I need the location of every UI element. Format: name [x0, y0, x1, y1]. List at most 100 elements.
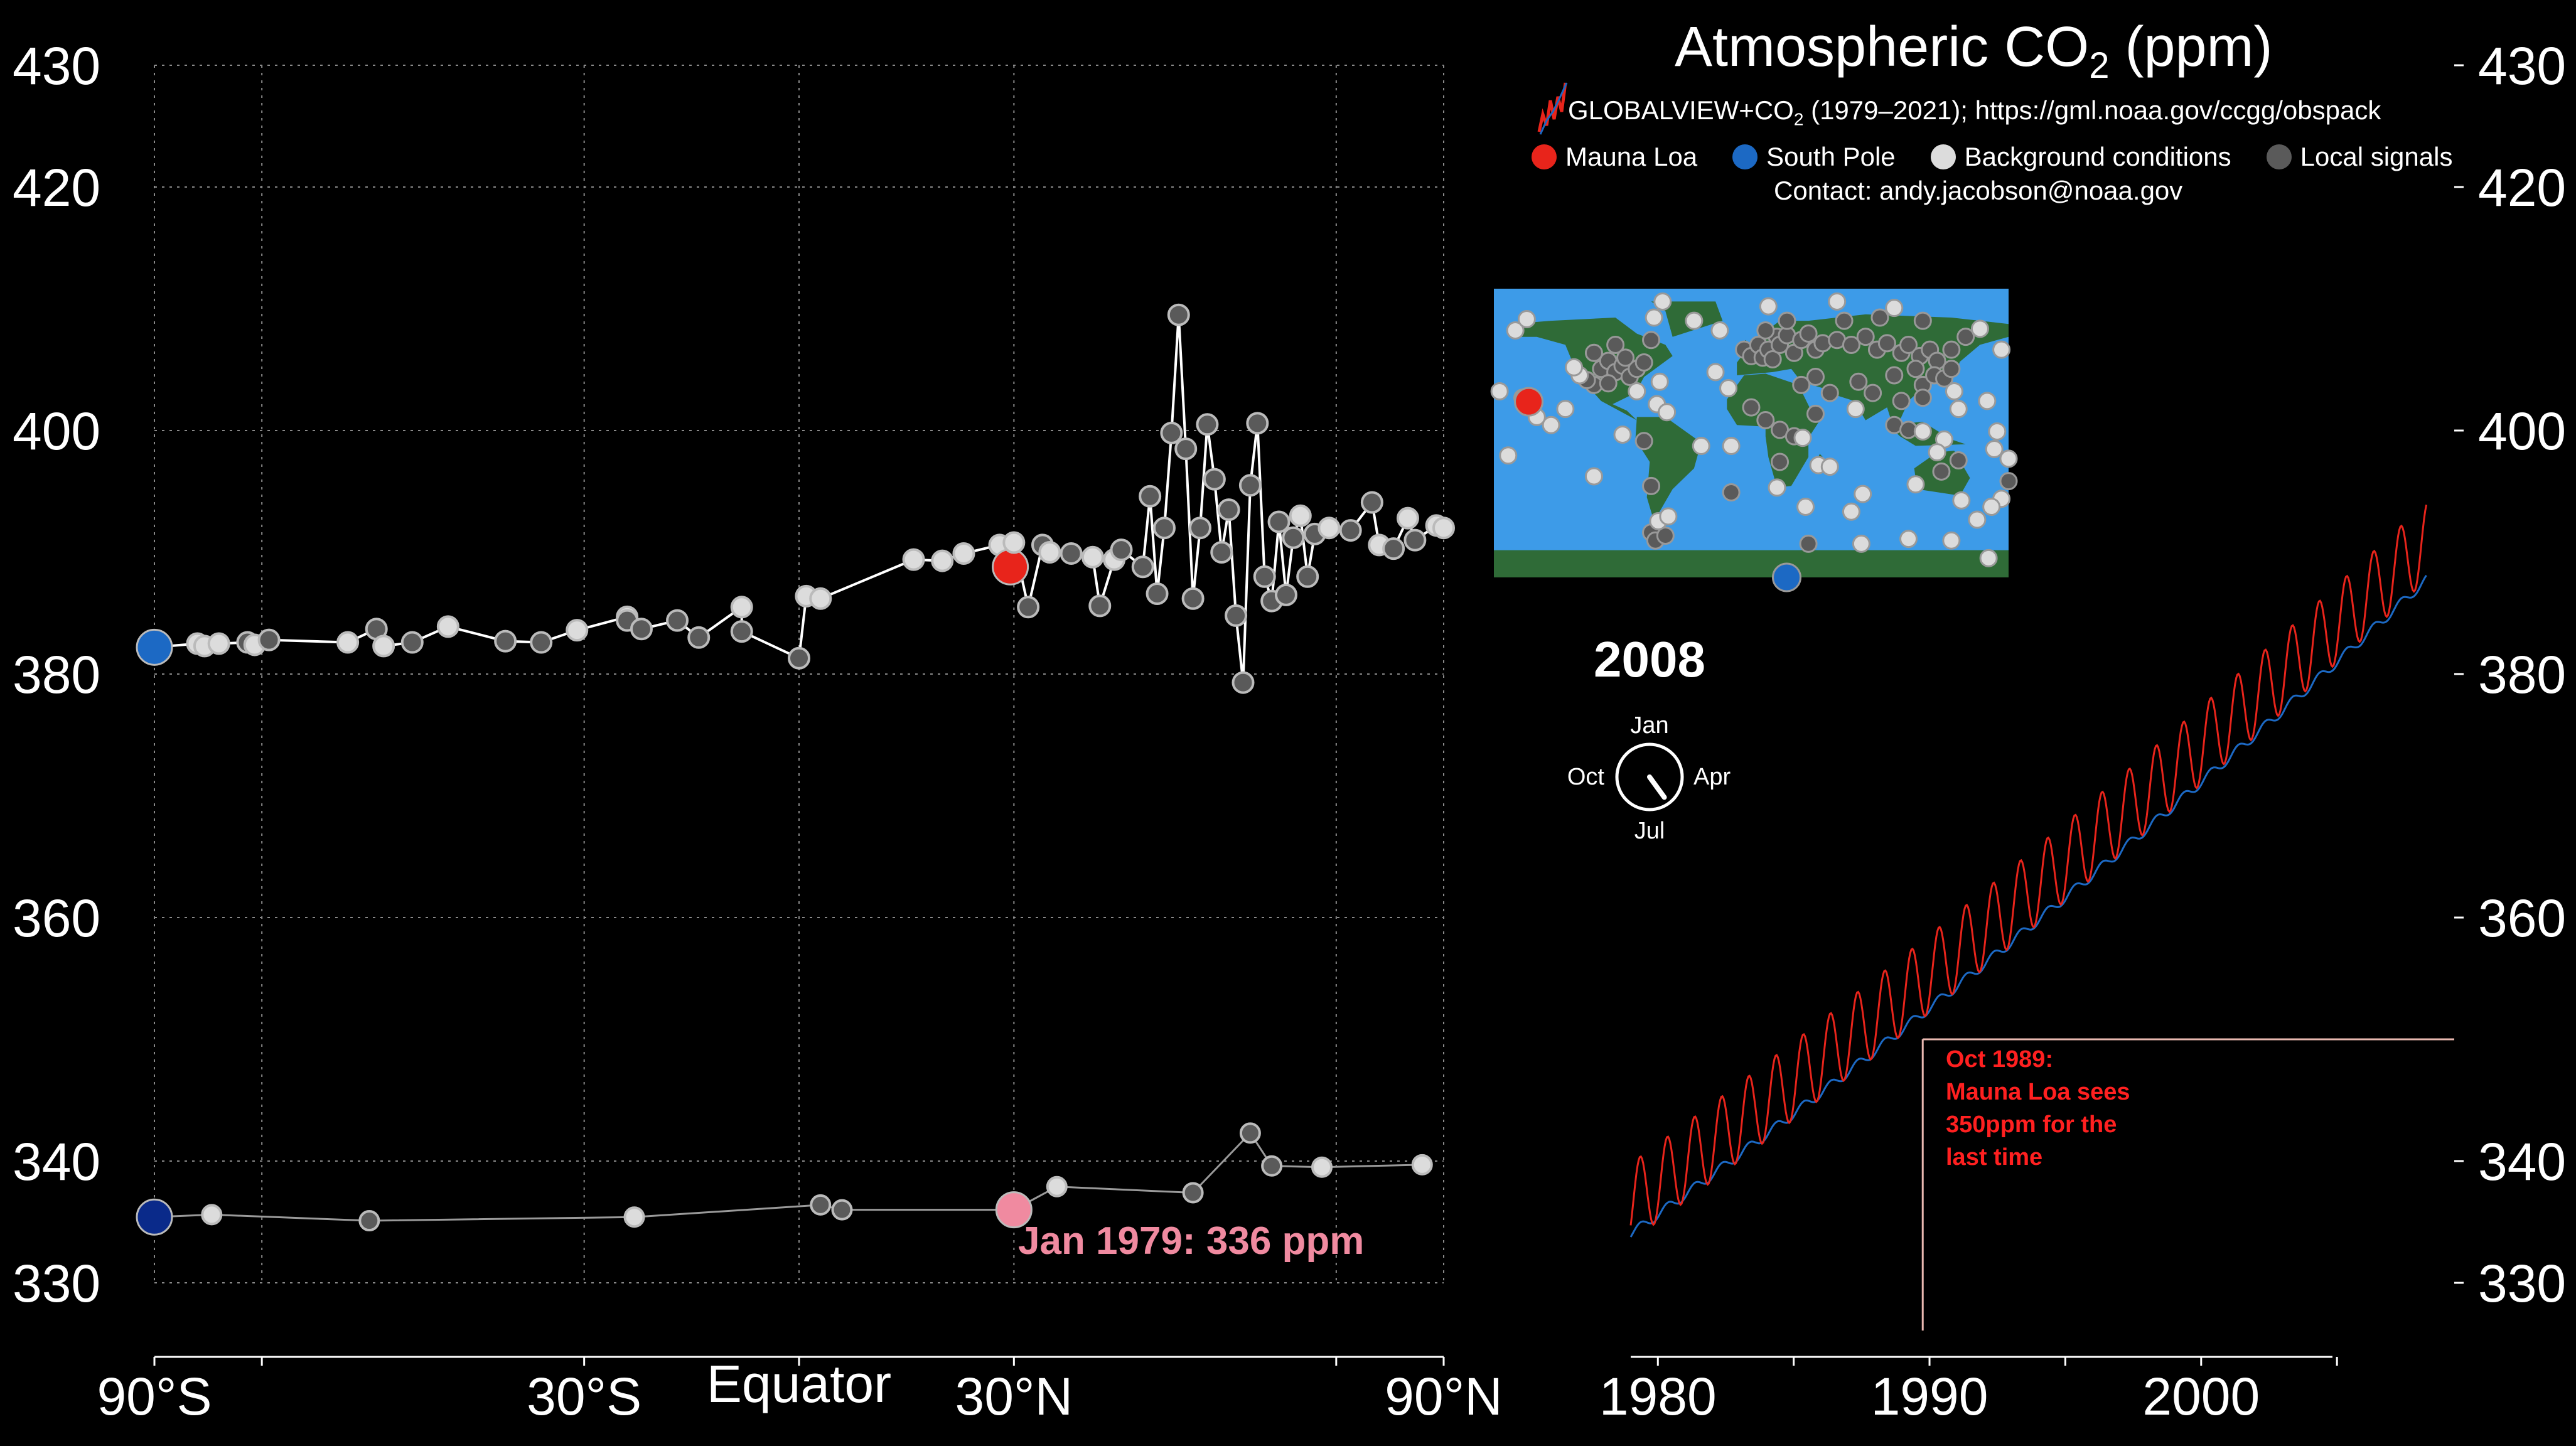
x-tick-label: 1980 [1599, 1367, 1717, 1426]
map-station-dot [1565, 358, 1584, 377]
data-point [809, 587, 832, 610]
annotation-text: Oct 1989: Mauna Loa sees 350ppm for the … [1946, 1046, 2137, 1170]
data-point [1403, 528, 1427, 552]
data-point [1246, 412, 1269, 435]
data-point [1196, 413, 1219, 436]
map-station-dot [1864, 383, 1882, 402]
data-point [1060, 542, 1083, 565]
data-point [952, 542, 975, 565]
map-station-dot [1793, 429, 1812, 447]
data-point [358, 1210, 380, 1232]
map-station-dot [1616, 348, 1635, 367]
y-tick-label: 430 [13, 36, 100, 95]
map-station-dot [1490, 382, 1509, 401]
data-point [1318, 517, 1341, 540]
data-point [1182, 1182, 1204, 1204]
data-credit: GLOBALVIEW+CO2 (1979–2021); https://gml.… [1568, 95, 2381, 129]
map-station-dot [1642, 476, 1661, 495]
data-point [666, 609, 689, 632]
map-station-dot [1988, 422, 2007, 441]
data-point [1274, 583, 1297, 606]
map-station-dot [1942, 360, 1961, 378]
title-subscript: 2 [2089, 45, 2110, 86]
map-station-dot [1506, 321, 1525, 340]
data-point [207, 632, 230, 655]
x-tick-label: 90°N [1385, 1367, 1503, 1426]
legend-item-mauna-loa: Mauna Loa [1532, 142, 1697, 172]
map-station-dot [1692, 436, 1710, 455]
y-tick-label: 360 [13, 889, 100, 948]
x-tick-label: 1990 [1871, 1367, 1988, 1426]
map-station-dot [1514, 387, 1544, 417]
annotation-marker [1921, 1038, 2454, 1331]
local-dot-icon [2266, 144, 2292, 169]
month-dial-hand [1647, 774, 1667, 800]
data-point [1411, 1154, 1433, 1176]
map-station-dot [1899, 530, 1918, 549]
data-point [1081, 545, 1104, 569]
data-point [687, 626, 711, 649]
data-point [1296, 565, 1319, 588]
map-station-dot [1913, 388, 1932, 407]
data-point [1152, 517, 1176, 540]
map-station-dot [1892, 392, 1911, 410]
map-station-dot [1978, 392, 1997, 410]
map-station-dot [1517, 310, 1536, 329]
legend-item-south-pole: South Pole [1732, 142, 1896, 172]
data-point [1046, 1176, 1068, 1197]
map-station-dot [1846, 400, 1865, 419]
map-station-dot [1885, 366, 1904, 385]
data-point [1261, 1155, 1283, 1177]
data-point [1038, 541, 1061, 564]
data-point [1311, 1156, 1333, 1178]
map-station-dot [1719, 378, 1738, 397]
x-tick-label: 2000 [2142, 1367, 2260, 1426]
legend-label: Background conditions [1964, 142, 2231, 171]
map-station-dot [1885, 299, 1904, 318]
map-station-dot [1792, 375, 1811, 394]
map-station-dot [1854, 485, 1872, 503]
data-point [1382, 537, 1405, 560]
map-station-dot [1877, 334, 1896, 353]
map-station-dot [1913, 311, 1932, 330]
map-station-dot [1599, 374, 1618, 393]
data-point [1238, 474, 1262, 497]
map-station-dot [1906, 360, 1925, 378]
map-station-dot [1768, 478, 1786, 497]
y-tick-label: 400 [2478, 402, 2566, 461]
data-point [136, 1198, 173, 1236]
map-station-dot [1642, 331, 1661, 350]
continent-shape [1511, 318, 1673, 420]
map-station-dot [1906, 475, 1925, 494]
data-point [623, 1206, 645, 1228]
map-stations [1490, 292, 2018, 592]
map-station-dot [1835, 311, 1854, 330]
map-station-dot [1842, 502, 1860, 521]
map-station-dot [1659, 507, 1678, 526]
map-station-dot [1913, 422, 1932, 441]
data-point [1253, 565, 1276, 588]
map-station-dot [1634, 432, 1653, 451]
map-station-dot [1556, 400, 1575, 419]
annotation-line: Oct 1989: [1946, 1046, 2053, 1073]
y-tick-label: 420 [2478, 158, 2566, 217]
credit-post: (1979–2021); https://gml.noaa.gov/ccgg/o… [1803, 95, 2381, 125]
map-station-dot [1634, 353, 1653, 372]
map-station-dot [1759, 297, 1778, 316]
legend: Mauna Loa South Pole Background conditio… [1532, 138, 2452, 176]
month-dial-circle [1615, 742, 1684, 811]
map-station-dot [1742, 398, 1761, 417]
map-station-dot [1722, 436, 1741, 455]
latitude-x-axis: 90°S 30°S Equator 30°N 90°N [97, 1354, 1502, 1426]
y-tick-label: 420 [13, 158, 100, 217]
series-jan-1979 [136, 1122, 1433, 1236]
map-station-dot [1799, 324, 1818, 343]
map-station-dot [1778, 311, 1796, 330]
y-tick-label: 330 [2478, 1254, 2566, 1313]
data-point [400, 631, 424, 654]
map-station-dot [1799, 534, 1818, 553]
map-station-dot [1942, 531, 1961, 550]
data-point [1396, 506, 1419, 530]
y-tick-label: 400 [13, 402, 100, 461]
